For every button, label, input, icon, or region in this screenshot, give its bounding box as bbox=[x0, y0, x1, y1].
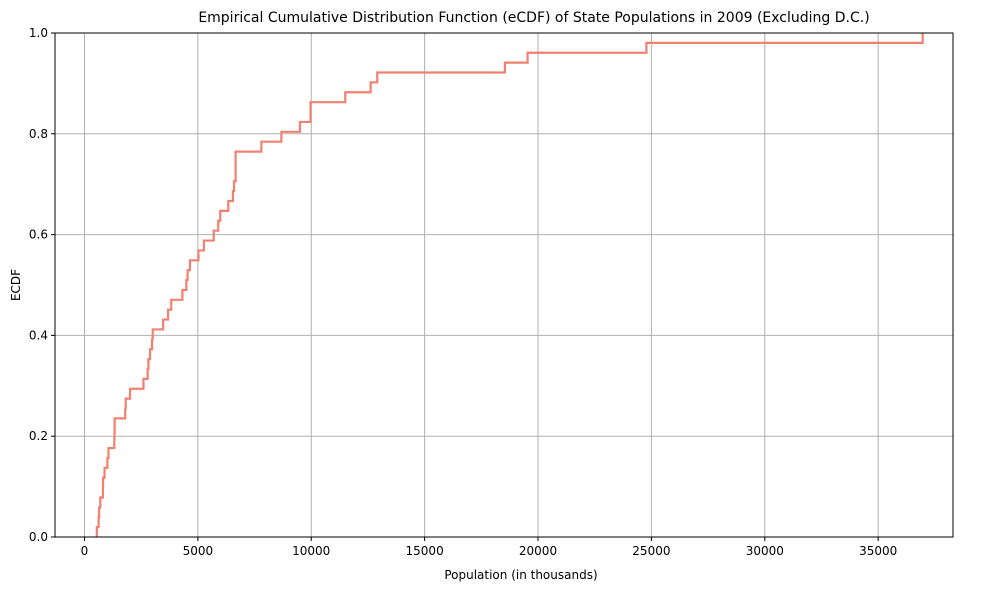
plot-frame bbox=[54, 32, 954, 538]
x-tick-label: 15000 bbox=[406, 544, 444, 558]
x-tick-label: 20000 bbox=[519, 544, 557, 558]
series-group bbox=[95, 33, 924, 537]
y-axis-label: ECDF bbox=[9, 269, 23, 301]
y-tick-label: 0.6 bbox=[29, 228, 48, 242]
y-tick-label: 0.2 bbox=[29, 429, 48, 443]
y-tick-label: 1.0 bbox=[29, 26, 48, 40]
x-tick-label: 30000 bbox=[746, 544, 784, 558]
y-tick-label: 0.8 bbox=[29, 127, 48, 141]
x-axis-label: Population (in thousands) bbox=[444, 568, 597, 582]
x-tick-label: 10000 bbox=[292, 544, 330, 558]
x-axis-ticks: 0 5000 10000 15000 20000 25000 30000 35000 bbox=[81, 537, 897, 558]
y-tick-label: 0.4 bbox=[29, 328, 48, 342]
x-tick-label: 5000 bbox=[183, 544, 214, 558]
chart-title: Empirical Cumulative Distribution Functi… bbox=[198, 10, 869, 26]
x-tick-label: 25000 bbox=[632, 544, 670, 558]
y-axis-ticks: 0.0 0.2 0.4 0.6 0.8 1.0 bbox=[29, 26, 55, 544]
x-tick-label: 35000 bbox=[859, 544, 897, 558]
ecdf-step-line bbox=[95, 33, 924, 537]
x-tick-label: 0 bbox=[81, 544, 89, 558]
y-tick-label: 0.0 bbox=[29, 530, 48, 544]
